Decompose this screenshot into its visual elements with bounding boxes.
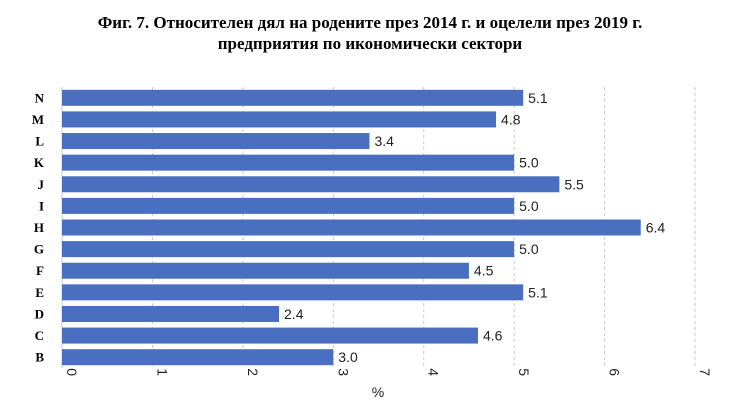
value-label: 5.0 (519, 198, 539, 214)
value-label: 5.1 (528, 284, 548, 300)
value-label: 4.6 (483, 328, 503, 344)
x-tick-label: 2 (245, 368, 261, 376)
x-tick-label: 5 (516, 368, 532, 376)
category-label: B (35, 350, 44, 365)
category-label: E (35, 285, 44, 300)
category-label: H (34, 220, 44, 235)
bar-B (62, 349, 333, 365)
value-label: 3.0 (338, 349, 358, 365)
bar-E (62, 284, 523, 300)
bars (62, 90, 641, 365)
category-label: D (35, 306, 44, 321)
value-label: 3.4 (374, 133, 394, 149)
category-label: N (35, 90, 45, 105)
category-label: C (35, 328, 44, 343)
value-label: 5.5 (564, 176, 584, 192)
x-tick-labels: 0 1 2 3 4 5 6 7 (64, 368, 713, 376)
value-label: 6.4 (646, 220, 666, 236)
bar-K (62, 155, 514, 171)
bar-D (62, 306, 279, 322)
category-label: G (34, 242, 44, 257)
category-label: L (35, 134, 44, 149)
bar-H (62, 220, 641, 236)
category-labels: NMLKJIHGFEDCB (32, 90, 45, 364)
value-label: 5.1 (528, 90, 548, 106)
value-label: 2.4 (284, 306, 304, 322)
category-label: J (38, 177, 45, 192)
category-label: M (32, 112, 44, 127)
bar-C (62, 328, 478, 344)
x-tick-label: 3 (335, 368, 351, 376)
bar-M (62, 111, 496, 127)
bar-N (62, 90, 523, 106)
x-axis-label: % (372, 384, 384, 400)
value-label: 5.0 (519, 241, 539, 257)
bar-L (62, 133, 369, 149)
category-label: I (39, 198, 44, 213)
bar-G (62, 241, 514, 257)
x-tick-label: 1 (154, 368, 170, 376)
bar-F (62, 263, 469, 279)
x-tick-label: 7 (697, 368, 713, 376)
category-label: K (34, 155, 45, 170)
value-label: 4.8 (501, 111, 521, 127)
value-label: 5.0 (519, 155, 539, 171)
category-label: F (36, 263, 44, 278)
x-tick-label: 4 (426, 368, 442, 376)
bar-I (62, 198, 514, 214)
x-tick-label: 6 (607, 368, 623, 376)
bar-J (62, 176, 559, 192)
value-label: 4.5 (474, 263, 494, 279)
x-tick-label: 0 (64, 368, 80, 376)
